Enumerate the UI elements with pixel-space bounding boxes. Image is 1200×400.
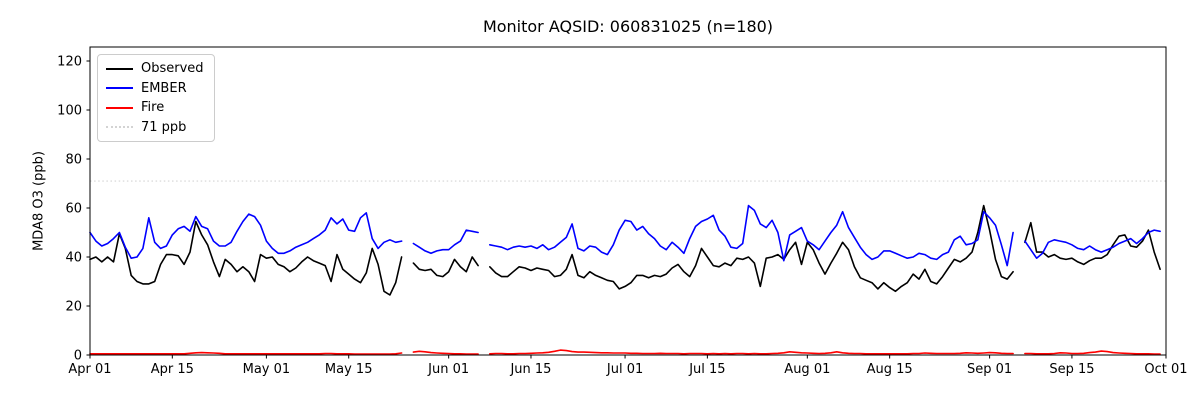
y-tick-label: 40 [65,251,82,266]
x-tick-label: Aug 15 [867,362,913,377]
plot-border [89,46,1167,356]
legend-item-fire: Fire [106,98,204,118]
legend-item-ember: EMBER [106,79,204,99]
x-tick-label: Jul 15 [688,362,725,377]
x-tick-label: Sep 15 [1049,362,1094,377]
y-tick-label: 20 [65,300,82,315]
legend-label: Fire [141,100,165,116]
y-tick-label: 0 [74,349,82,364]
observed-line [89,204,1161,296]
x-tick-label: Apr 01 [68,362,111,377]
legend-item-observed: Observed [106,59,204,79]
legend-line-sample [106,67,133,70]
legend-line-sample [106,106,133,109]
x-tick-label: May 15 [325,362,373,377]
legend-label: Observed [141,61,204,77]
x-tick-label: Jun 15 [509,362,551,377]
legend-line-sample [106,87,133,90]
legend-line-sample [106,126,133,129]
y-tick-label: 120 [57,55,82,70]
x-tick-label: Aug 01 [784,362,830,377]
y-tick-label: 100 [57,104,82,119]
y-axis-label: MDA8 O3 (ppb) [31,151,47,251]
legend-item-71-ppb: 71 ppb [106,118,204,138]
x-tick-label: Jul 01 [606,362,643,377]
y-tick-label: 80 [65,153,82,168]
fire-line [89,349,1161,355]
chart-title: Monitor AQSID: 060831025 (n=180) [482,17,774,36]
legend-label: 71 ppb [141,119,187,135]
x-tick-label: May 01 [243,362,291,377]
x-tick-label: Sep 01 [967,362,1012,377]
legend-box: Observed EMBER Fire 71 ppb [97,54,215,142]
x-tick-label: Apr 15 [151,362,194,377]
ember-line [89,204,1161,267]
x-tick-label: Jun 01 [427,362,469,377]
y-tick-label: 60 [65,202,82,217]
legend-label: EMBER [141,80,187,96]
x-tick-label: Oct 01 [1144,362,1187,377]
